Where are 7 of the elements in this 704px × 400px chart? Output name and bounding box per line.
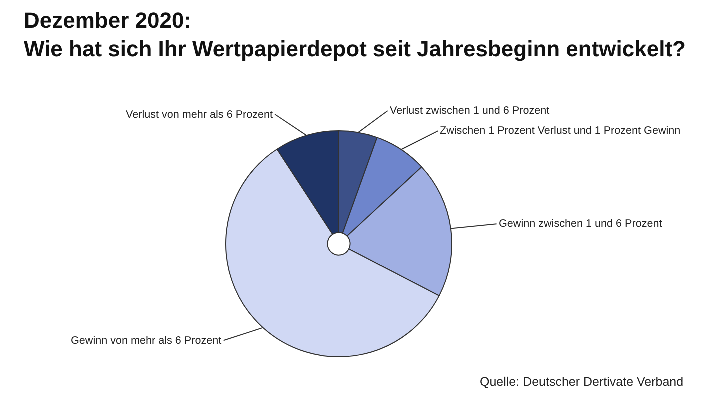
slice-label: Zwischen 1 Prozent Verlust und 1 Prozent Gewinn [440,125,681,137]
slice-label: Verlust zwischen 1 und 6 Prozent [390,105,550,117]
slice-label: Gewinn zwischen 1 und 6 Prozent [499,218,662,230]
chart-title: Dezember 2020: Wie hat sich Ihr Wertpapierdepot seit Jahresbeginn entwickelt? [24,8,686,62]
source-note: Quelle: Deutscher Dertivate Verband [480,375,684,389]
slice-label: Verlust von mehr als 6 Prozent [126,109,274,121]
slice-label: Gewinn von mehr als 6 Prozent [71,335,222,347]
